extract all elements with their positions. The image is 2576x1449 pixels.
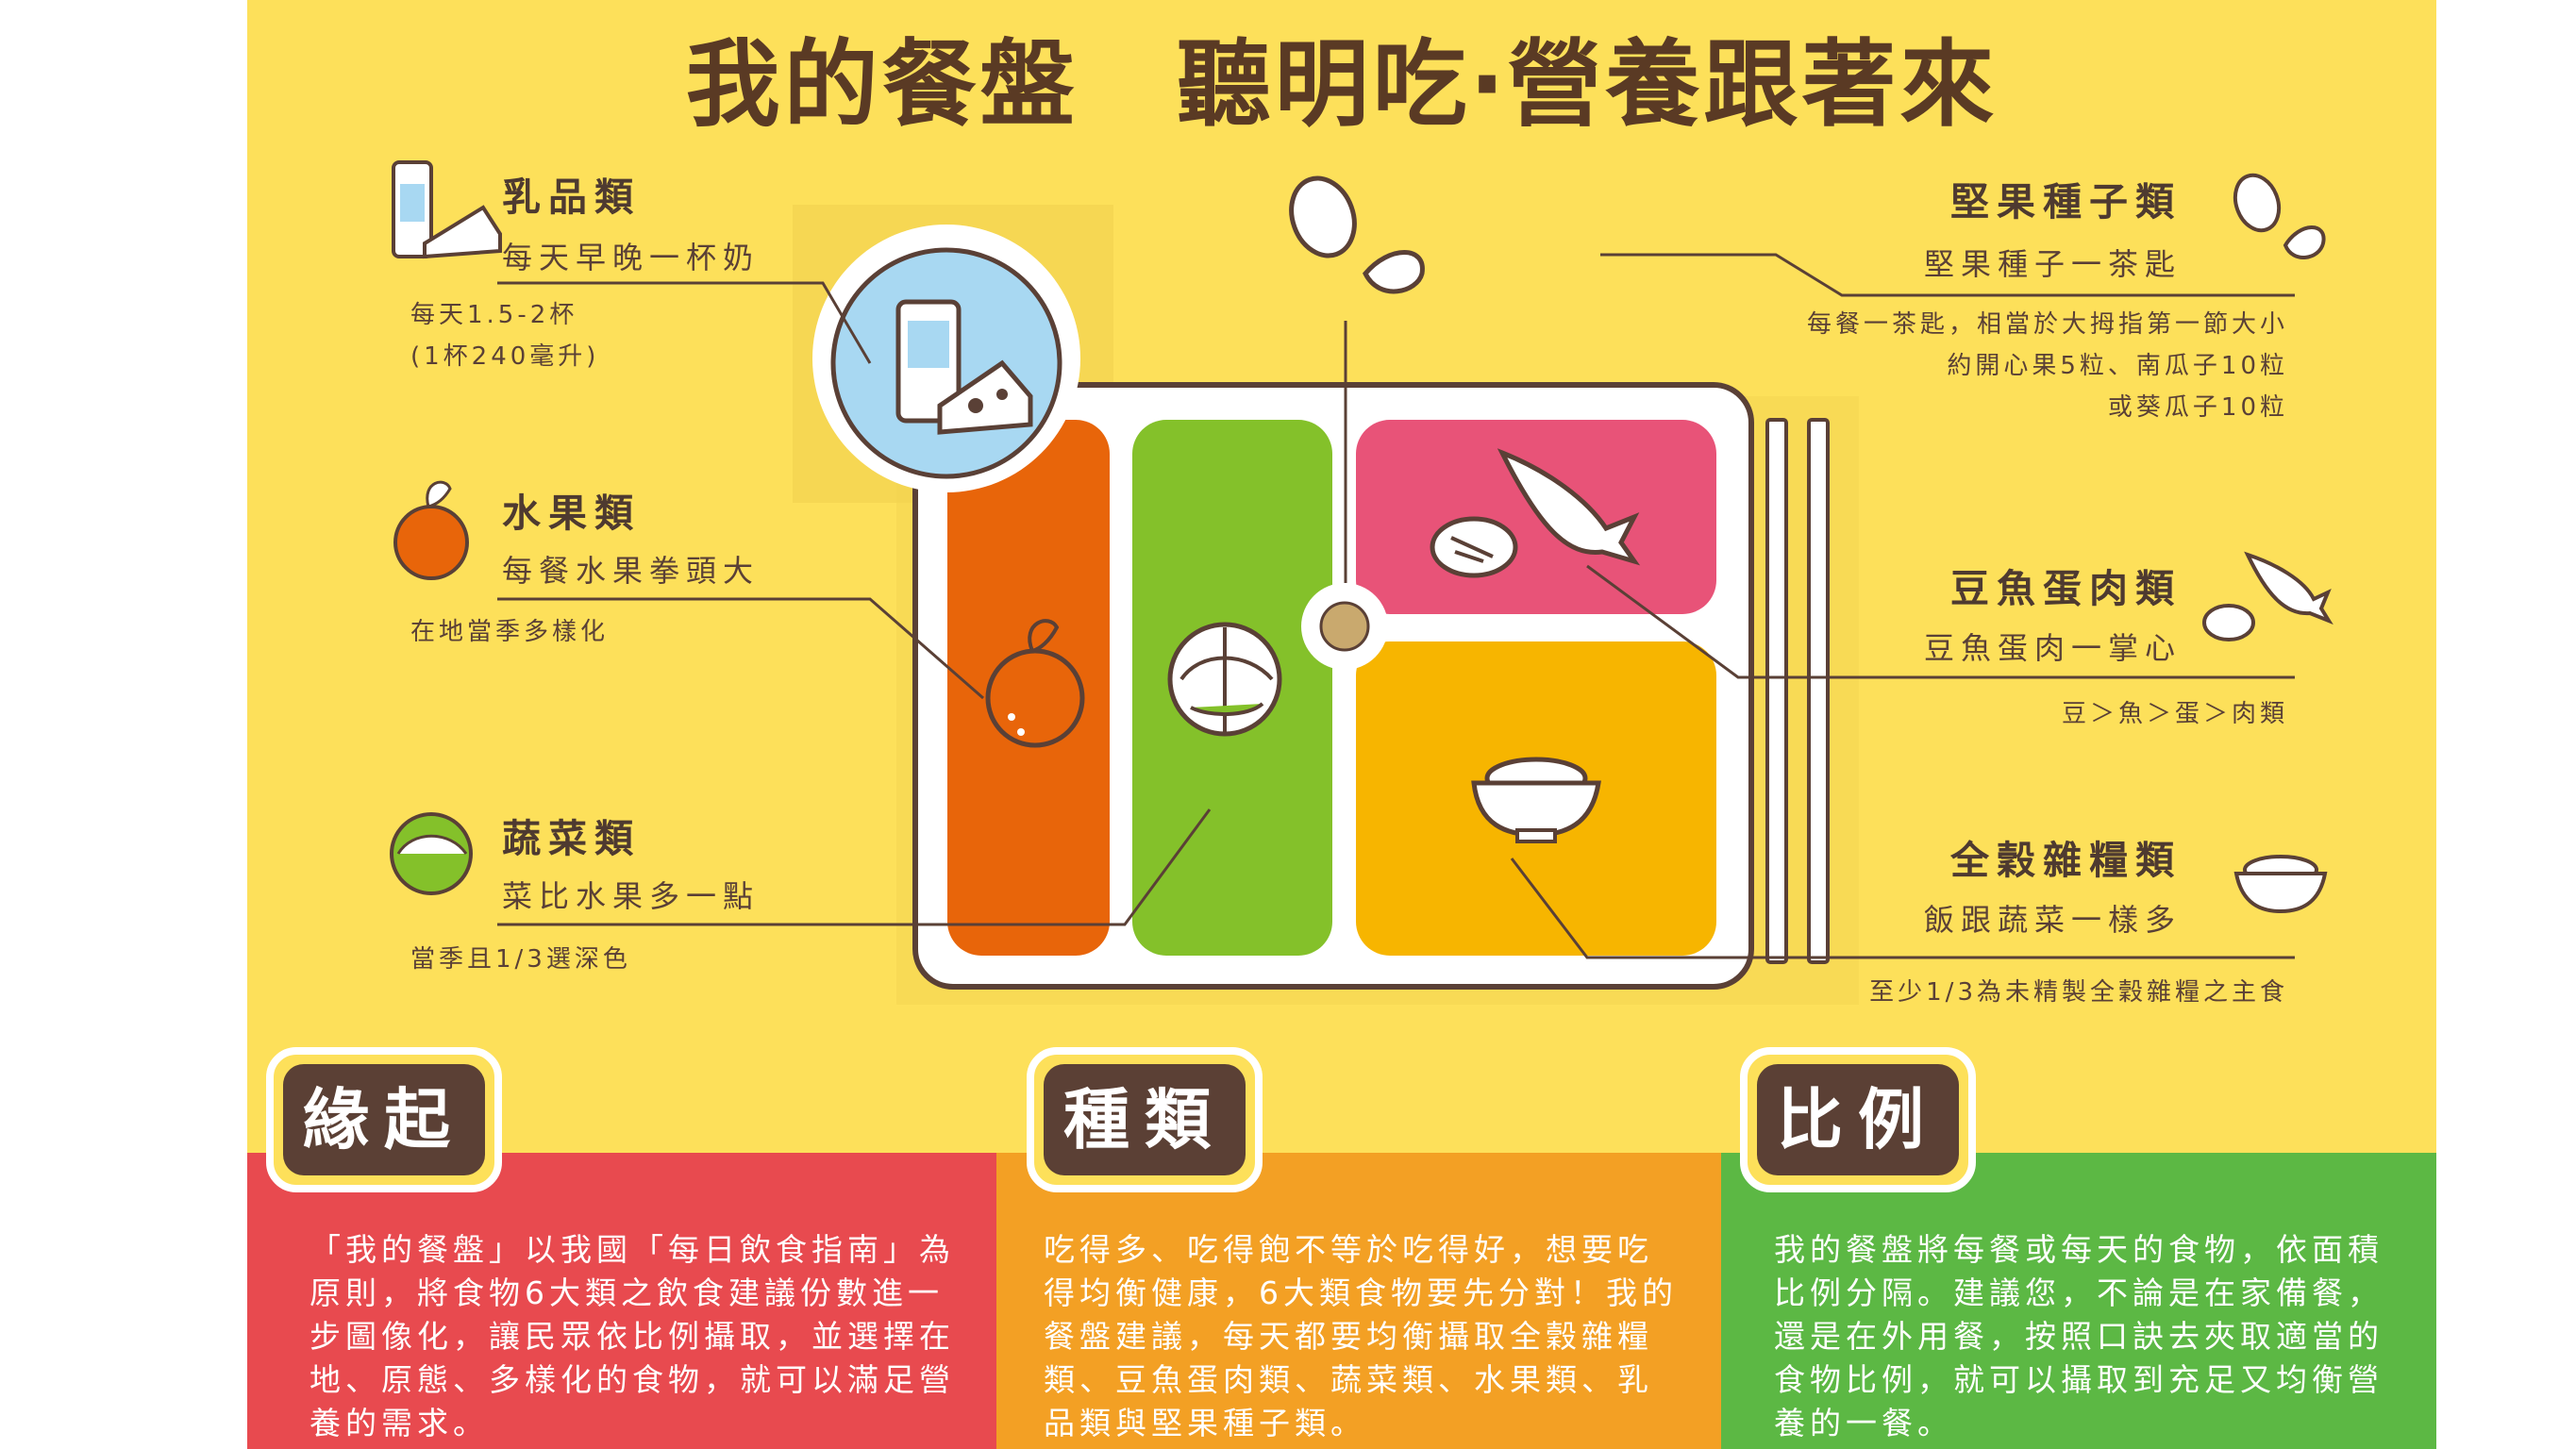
cabbage-icon (1167, 622, 1282, 737)
protein-name: 豆魚蛋肉類 (1950, 566, 2182, 611)
dairy-circle-icon (812, 225, 1080, 492)
types-box: 種類 吃得多、吃得飽不等於吃得好，想要吃得均衡健康，6大類食物要先分對！我的餐盤… (996, 1047, 1721, 1449)
nuts-sub: 堅果種子一茶匙 (1923, 246, 2182, 282)
nuts-note-line2: 約開心果5粒、南瓜子10粒 (1947, 352, 2288, 380)
fruit-name: 水果類 (502, 491, 641, 536)
vegetable-name: 蔬菜類 (502, 816, 641, 861)
page-title: 我的餐盤 聽明吃‧營養跟著來 (685, 29, 1999, 140)
milk-cheese-side-icon (392, 160, 502, 259)
ratio-box: 比例 我的餐盤將每餐或每天的食物，依面積比例分隔。建議您，不論是在家備餐，還是在… (1721, 1047, 2436, 1449)
ratio-text: 我的餐盤將每餐或每天的食物，依面積比例分隔。建議您，不論是在家備餐，還是在外用餐… (1774, 1231, 2384, 1441)
protein-sub: 豆魚蛋肉一掌心 (1923, 630, 2182, 666)
protein-section (1356, 420, 1716, 614)
fruit-note: 在地當季多樣化 (410, 618, 610, 646)
nuts-name: 堅果種子類 (1950, 179, 2182, 225)
dairy-note-line2: (1杯240毫升) (410, 342, 600, 371)
orange-icon (985, 619, 1085, 748)
my-plate-poster: 我的餐盤 聽明吃‧營養跟著來 (247, 0, 2436, 1449)
pistachio-side-icon (2233, 173, 2326, 259)
dairy-note: 每天1.5-2杯 (1杯240毫升) (410, 294, 599, 377)
rice-bowl-icon (1471, 757, 1601, 843)
origin-box: 緣起 「我的餐盤」以我國「每日飲食指南」為原則，將食物6大類之飲食建議份數進一步… (247, 1047, 996, 1449)
origin-label: 緣起 (283, 1064, 485, 1175)
orange-side-icon (393, 480, 469, 580)
grains-note: 至少1/3為未精製全穀雜糧之主食 (1869, 978, 2288, 1007)
vegetable-note: 當季且1/3選深色 (410, 945, 631, 974)
origin-text: 「我的餐盤」以我國「每日飲食指南」為原則，將食物6大類之飲食建議份數進一步圖像化… (309, 1231, 955, 1441)
nuts-note: 每餐一茶匙，相當於大拇指第一節大小 約開心果5粒、南瓜子10粒 或葵瓜子10粒 (1807, 304, 2288, 428)
types-label: 種類 (1044, 1064, 1246, 1175)
ratio-tag: 比例 (1740, 1047, 1976, 1192)
cabbage-side-icon (390, 812, 473, 895)
nuts-note-line3: 或葵瓜子10粒 (2107, 393, 2288, 422)
pistachio-icon (1289, 175, 1425, 294)
grains-sub: 飯跟蔬菜一樣多 (1923, 902, 2182, 938)
types-text: 吃得多、吃得飽不等於吃得好，想要吃得均衡健康，6大類食物要先分對！我的餐盤建議，… (1044, 1231, 1678, 1441)
vegetable-sub: 菜比水果多一點 (502, 878, 761, 914)
origin-tag: 緣起 (266, 1047, 502, 1192)
dairy-note-line1: 每天1.5-2杯 (410, 301, 578, 329)
types-tag: 種類 (1027, 1047, 1263, 1192)
plate-illustration (390, 160, 2333, 1005)
nuts-note-line1: 每餐一茶匙，相當於大拇指第一節大小 (1806, 310, 2288, 339)
rice-bowl-side-icon (2233, 855, 2328, 914)
protein-note: 豆＞魚＞蛋＞肉類 (2061, 700, 2288, 728)
grains-name: 全穀雜糧類 (1950, 838, 2182, 883)
chopsticks-icon (1765, 418, 1830, 964)
dairy-sub: 每天早晚一杯奶 (502, 240, 761, 275)
dairy-name: 乳品類 (502, 175, 641, 220)
fruit-sub: 每餐水果拳頭大 (502, 553, 761, 589)
fish-meat-icon (1430, 448, 1641, 578)
fish-meat-side-icon (2202, 551, 2333, 641)
ratio-label: 比例 (1757, 1064, 1959, 1175)
